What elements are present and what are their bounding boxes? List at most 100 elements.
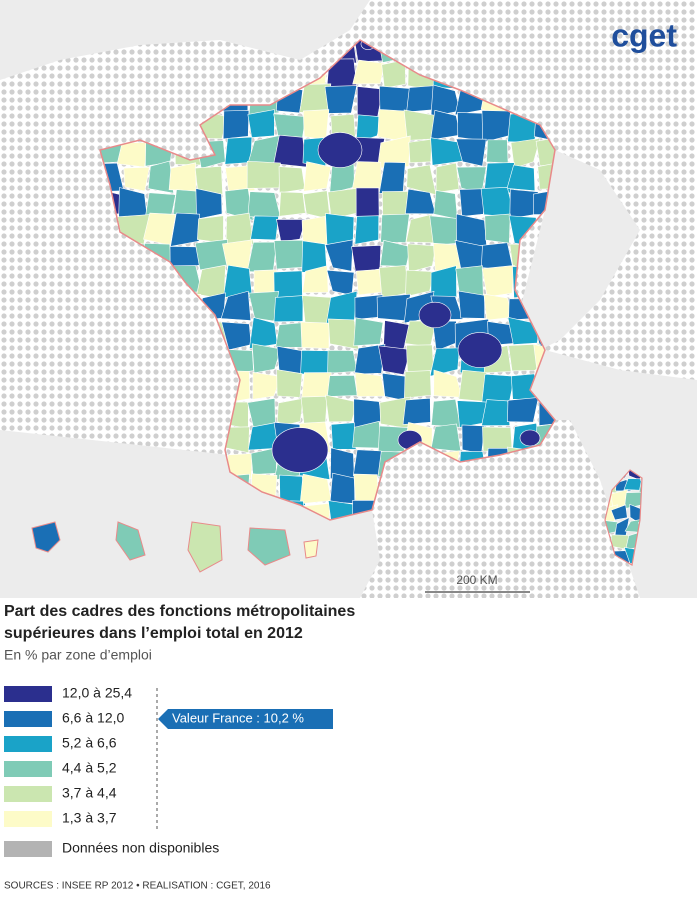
zone bbox=[302, 109, 330, 141]
callout-box bbox=[158, 709, 333, 729]
logo: cget bbox=[611, 17, 677, 53]
sources: SOURCES : INSEE RP 2012 • REALISATION : … bbox=[4, 881, 271, 892]
zone bbox=[429, 215, 459, 246]
zone bbox=[377, 135, 411, 169]
zone bbox=[303, 161, 332, 192]
corsica-outline bbox=[604, 469, 643, 566]
zone bbox=[637, 477, 642, 497]
zone bbox=[222, 110, 250, 140]
land-uk bbox=[0, 0, 370, 80]
zone bbox=[351, 245, 382, 274]
zone bbox=[197, 215, 224, 244]
zone bbox=[435, 162, 460, 194]
zone bbox=[461, 424, 486, 454]
zone bbox=[324, 239, 354, 272]
zone bbox=[302, 265, 329, 294]
legend-swatch bbox=[4, 711, 52, 727]
zone bbox=[278, 166, 306, 194]
zone bbox=[250, 215, 279, 241]
zone bbox=[276, 219, 307, 242]
zone bbox=[481, 373, 515, 403]
zone bbox=[484, 213, 511, 244]
zone bbox=[407, 243, 437, 273]
zone bbox=[273, 113, 307, 140]
zone bbox=[433, 190, 458, 220]
zone bbox=[353, 317, 384, 347]
zone bbox=[418, 301, 452, 329]
zone bbox=[147, 160, 174, 194]
zone bbox=[354, 343, 386, 375]
legend-label: 6,6 à 12,0 bbox=[62, 710, 124, 726]
zone bbox=[408, 138, 433, 164]
zone bbox=[300, 350, 330, 376]
zone bbox=[247, 109, 275, 138]
zone bbox=[519, 429, 541, 447]
zone bbox=[486, 139, 509, 164]
legend-label: 5,2 à 6,6 bbox=[62, 735, 117, 751]
zone bbox=[143, 212, 177, 246]
zone bbox=[194, 166, 223, 196]
zone bbox=[481, 399, 511, 426]
zone bbox=[279, 474, 306, 506]
zone bbox=[481, 265, 515, 298]
zone bbox=[378, 345, 412, 376]
zone bbox=[402, 397, 431, 425]
zone bbox=[406, 85, 435, 113]
legend-swatch bbox=[4, 786, 52, 802]
legend-swatch bbox=[4, 761, 52, 777]
zone bbox=[273, 134, 307, 168]
zone bbox=[251, 343, 282, 374]
zone bbox=[222, 239, 253, 271]
zone bbox=[276, 369, 303, 398]
legend-swatch bbox=[4, 686, 52, 702]
legend: 12,0 à 25,4 6,6 à 12,0 5,2 à 6,6 4,4 à 5,2 3… bbox=[4, 685, 219, 857]
zone bbox=[507, 397, 539, 423]
zone bbox=[455, 138, 487, 167]
legend-swatch bbox=[4, 841, 52, 857]
callout: Valeur France : 10,2 % bbox=[172, 710, 304, 725]
legend-swatch bbox=[4, 811, 52, 827]
zone bbox=[379, 265, 409, 300]
zone bbox=[278, 191, 306, 217]
zone bbox=[327, 500, 358, 520]
zone bbox=[220, 290, 252, 321]
legend-label: 3,7 à 4,4 bbox=[62, 785, 117, 801]
scale-label: 200 KM bbox=[456, 573, 497, 587]
subtitle: En % par zone d’emploi bbox=[4, 647, 152, 663]
legend-label: 12,0 à 25,4 bbox=[62, 685, 132, 701]
zone bbox=[429, 347, 460, 377]
zone bbox=[324, 85, 358, 114]
zone bbox=[459, 188, 489, 217]
zone bbox=[624, 491, 642, 510]
zone bbox=[317, 132, 363, 168]
zone bbox=[379, 239, 411, 267]
zone bbox=[325, 394, 358, 423]
title: Part des cadres des fonctions métropolit… bbox=[4, 603, 355, 620]
zone bbox=[271, 427, 329, 473]
zone bbox=[246, 160, 281, 189]
zone bbox=[326, 375, 358, 397]
zone bbox=[352, 59, 385, 85]
legend-label: 4,4 à 5,2 bbox=[62, 760, 117, 776]
land-italy bbox=[530, 350, 697, 598]
title: supérieures dans l’emploi total en 2012 bbox=[4, 625, 303, 642]
zone bbox=[330, 422, 357, 450]
zone bbox=[354, 372, 386, 397]
zone bbox=[123, 166, 150, 192]
zone bbox=[404, 370, 432, 399]
legend-label: Données non disponibles bbox=[62, 840, 219, 856]
zone bbox=[224, 136, 253, 165]
zone bbox=[273, 295, 304, 323]
legend-label: 1,3 à 3,7 bbox=[62, 810, 117, 826]
zone bbox=[355, 114, 384, 144]
zone bbox=[224, 188, 254, 221]
zone bbox=[170, 212, 200, 247]
zone bbox=[405, 269, 435, 298]
zone bbox=[252, 371, 282, 400]
zone bbox=[457, 332, 503, 368]
legend-swatch bbox=[4, 736, 52, 752]
zone bbox=[506, 164, 536, 192]
zone bbox=[276, 398, 304, 428]
zone bbox=[225, 212, 255, 245]
